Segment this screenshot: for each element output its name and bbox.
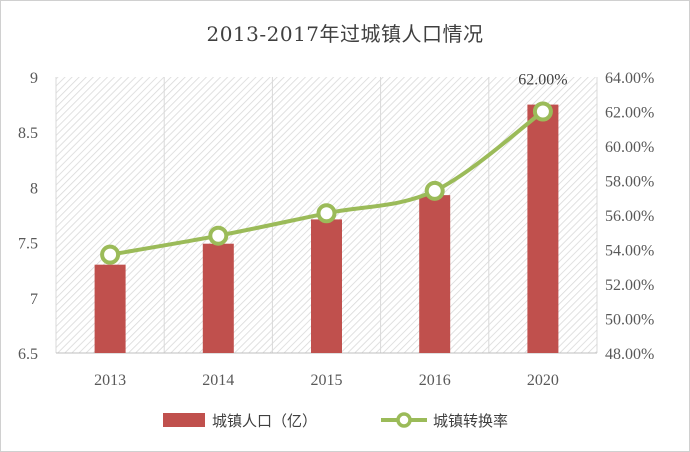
rate-point-2020: [532, 101, 553, 122]
x-tick-label-2014: 2014: [202, 372, 234, 389]
right-axis-ticks: 48.00% 50.00% 52.00% 54.00% 56.00% 58.00% 60.0…: [605, 70, 654, 363]
legend: 城镇人口（亿） 城镇转换率: [163, 412, 508, 430]
right-tick-label: 64.00%: [605, 70, 654, 87]
chart-title: 2013-2017年过城镇人口情况: [206, 22, 484, 46]
bar-series: [94, 104, 559, 353]
x-tick-label-2015: 2015: [311, 372, 343, 389]
bar-2015: [311, 219, 342, 353]
rate-point-2013: [100, 244, 121, 265]
data-label-2020: 62.00%: [518, 72, 567, 89]
right-tick-label: 54.00%: [605, 243, 654, 260]
left-axis-ticks: 6.5 7 7.5 8 8.5 9: [18, 70, 38, 363]
bar-2014: [202, 243, 234, 353]
right-tick-label: 50.00%: [605, 312, 654, 329]
x-tick-label-2020: 2020: [527, 372, 559, 389]
bar-2013: [94, 264, 126, 353]
x-tick-label-2016: 2016: [419, 372, 451, 389]
right-tick-label: 56.00%: [605, 208, 654, 225]
left-tick-label: 8.5: [18, 125, 38, 142]
left-tick-label: 7.5: [18, 236, 38, 253]
right-tick-label: 52.00%: [605, 277, 654, 294]
right-tick-label: 48.00%: [605, 346, 654, 363]
legend-label-line: 城镇转换率: [433, 412, 508, 430]
gridlines: [55, 77, 598, 353]
legend-swatch-marker: [396, 412, 412, 428]
right-tick-label: 58.00%: [605, 174, 654, 191]
category-labels: 2013 2014 2015 2016 2020: [94, 372, 559, 389]
bar-2020: [527, 104, 559, 353]
bar-2016: [419, 195, 451, 353]
x-tick-label-2013: 2013: [94, 372, 126, 389]
right-tick-label: 60.00%: [605, 139, 654, 156]
left-tick-label: 6.5: [18, 346, 38, 363]
data-labels: 62.00%: [518, 72, 567, 89]
legend-label-bar: 城镇人口（亿）: [212, 412, 317, 430]
rate-point-2015: [316, 203, 337, 224]
rate-point-2016: [424, 180, 445, 201]
legend-swatch-bar: [163, 413, 205, 427]
left-tick-label: 7: [30, 291, 38, 308]
left-tick-label: 9: [30, 70, 38, 87]
left-tick-label: 8: [30, 180, 38, 197]
right-tick-label: 62.00%: [605, 105, 654, 122]
line-series: [100, 101, 553, 265]
rate-point-2014: [208, 225, 229, 246]
